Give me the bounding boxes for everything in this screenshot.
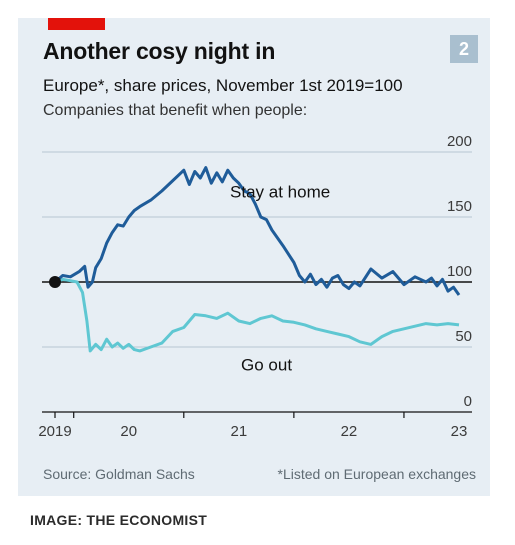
- series-line-go-out: [54, 277, 460, 353]
- chart-subtitle: Europe*, share prices, November 1st 2019…: [43, 76, 403, 95]
- x-tick-label: 21: [230, 423, 247, 440]
- x-tick-label: 20: [120, 423, 137, 440]
- x-axis: 2019 20 21 22 23: [38, 411, 472, 440]
- y-tick-label: 200: [447, 133, 472, 150]
- y-tick-label: 0: [464, 393, 472, 410]
- chart-title: Another cosy night in: [43, 38, 276, 64]
- x-tick-label: 23: [451, 423, 468, 440]
- chart-footnote: *Listed on European exchanges: [277, 466, 476, 482]
- series-lines: [49, 166, 461, 353]
- label-go-out: Go out: [241, 355, 292, 374]
- start-marker: [49, 276, 61, 288]
- y-tick-label: 150: [447, 198, 472, 215]
- y-tick-label: 100: [447, 263, 472, 280]
- chart-panel: Another cosy night in Europe*, share pri…: [18, 18, 490, 496]
- gridlines: [42, 151, 472, 348]
- x-tick-label: 2019: [38, 423, 71, 440]
- x-tick-label: 22: [341, 423, 358, 440]
- series-line-stay-at-home: [54, 166, 461, 296]
- chart-source: Source: Goldman Sachs: [43, 466, 195, 482]
- y-tick-label: 50: [455, 328, 472, 345]
- chart-number-badge: 2: [450, 35, 478, 63]
- chart-note: Companies that benefit when people:: [43, 102, 308, 119]
- series-annotations: Stay at home Go out: [230, 183, 330, 375]
- image-credit: IMAGE: THE ECONOMIST: [30, 512, 208, 528]
- brand-red-tag: [48, 18, 105, 30]
- y-tick-labels: 0 50 100 150 200: [447, 133, 472, 410]
- label-stay-at-home: Stay at home: [230, 183, 330, 202]
